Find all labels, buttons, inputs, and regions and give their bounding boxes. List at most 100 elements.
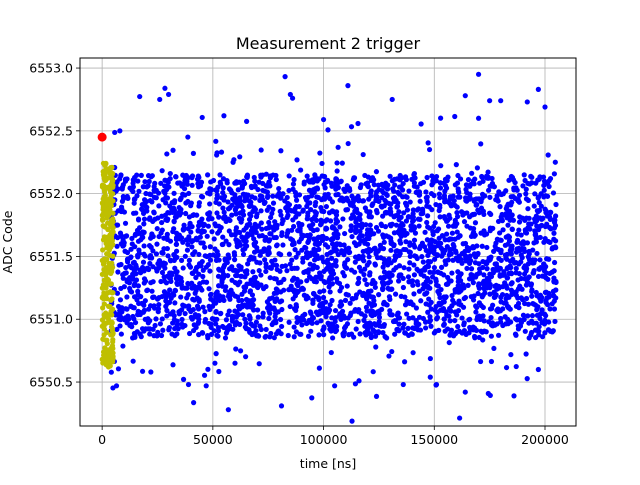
blue-data-point	[344, 321, 351, 327]
blue-data-point	[531, 203, 537, 209]
blue-data-point	[455, 172, 461, 179]
blue-data-point	[523, 268, 529, 274]
blue-data-point	[383, 209, 389, 215]
blue-data-point	[366, 211, 372, 217]
blue-data-point	[485, 283, 491, 289]
blue-data-point	[518, 319, 525, 326]
blue-data-point	[128, 246, 134, 252]
blue-data-point	[215, 325, 222, 331]
yellow-data-point	[100, 223, 107, 229]
blue-data-point	[437, 205, 443, 211]
blue-data-point	[535, 304, 541, 310]
blue-data-point	[461, 295, 467, 302]
blue-data-point	[379, 204, 385, 210]
blue-data-point	[428, 299, 434, 305]
blue-data-point	[471, 333, 478, 340]
blue-outlier-point	[389, 96, 395, 103]
blue-data-point	[188, 314, 194, 320]
blue-data-point	[190, 150, 197, 156]
blue-data-point	[263, 268, 269, 275]
blue-data-point	[453, 162, 459, 168]
blue-data-point	[452, 289, 458, 295]
blue-data-point	[260, 180, 266, 187]
blue-data-point	[418, 298, 424, 304]
blue-data-point	[310, 297, 316, 303]
blue-data-point	[533, 236, 539, 242]
blue-data-point	[252, 195, 258, 201]
blue-data-point	[178, 294, 184, 300]
blue-data-point	[216, 368, 222, 375]
blue-data-point	[437, 185, 444, 191]
blue-data-point	[179, 321, 185, 327]
blue-data-point	[284, 268, 290, 274]
blue-data-point	[503, 321, 509, 327]
blue-data-point	[487, 392, 493, 399]
blue-data-point	[350, 212, 356, 218]
blue-data-point	[321, 332, 327, 338]
blue-data-point	[407, 242, 413, 248]
blue-data-point	[286, 251, 292, 257]
blue-data-point	[396, 315, 403, 321]
blue-data-point	[311, 291, 317, 297]
blue-data-point	[193, 235, 199, 241]
blue-data-point	[426, 204, 432, 210]
blue-data-point	[150, 233, 156, 240]
blue-data-point	[220, 234, 226, 240]
blue-data-point	[173, 275, 180, 282]
yellow-data-point	[110, 177, 116, 183]
blue-data-point	[325, 177, 331, 184]
blue-data-point	[141, 216, 148, 222]
yellow-data-point	[100, 196, 106, 202]
blue-data-point	[378, 255, 384, 261]
blue-data-point	[165, 179, 171, 185]
blue-data-point	[352, 259, 358, 265]
blue-data-point	[468, 233, 475, 240]
blue-data-point	[532, 228, 538, 234]
blue-data-point	[255, 186, 261, 193]
blue-data-point	[424, 237, 430, 243]
blue-data-point	[550, 190, 557, 196]
blue-data-point	[497, 265, 503, 271]
blue-data-point	[279, 323, 285, 330]
blue-data-point	[140, 309, 147, 315]
blue-data-point	[133, 277, 140, 283]
blue-data-point	[312, 249, 318, 255]
blue-data-point	[468, 266, 475, 272]
blue-data-point	[388, 286, 394, 292]
blue-data-point	[488, 358, 495, 365]
blue-data-point	[341, 325, 348, 331]
blue-data-point	[408, 227, 414, 233]
blue-data-point	[161, 235, 167, 241]
blue-data-point	[319, 160, 325, 167]
blue-data-point	[541, 182, 547, 189]
blue-data-point	[244, 222, 250, 228]
blue-data-point	[314, 185, 320, 191]
blue-data-point	[209, 229, 215, 235]
blue-data-point	[240, 178, 247, 184]
blue-data-point	[226, 186, 233, 192]
blue-data-point	[450, 193, 456, 199]
blue-data-point	[373, 169, 380, 175]
blue-data-point	[227, 325, 233, 331]
blue-data-point	[183, 210, 189, 217]
blue-data-point	[521, 172, 527, 178]
plot-frame	[79, 57, 577, 427]
blue-data-point	[312, 214, 318, 220]
blue-data-point	[517, 283, 523, 289]
blue-data-point	[263, 171, 269, 177]
blue-data-point	[207, 191, 213, 197]
blue-data-point	[450, 246, 457, 252]
blue-data-point	[287, 207, 293, 213]
blue-data-point	[185, 226, 191, 232]
blue-data-point	[529, 293, 535, 299]
blue-data-point	[205, 366, 211, 372]
blue-data-point	[452, 317, 458, 324]
blue-data-point	[259, 226, 265, 232]
blue-data-point	[381, 260, 387, 266]
blue-data-point	[396, 184, 403, 190]
yellow-data-point	[99, 212, 105, 218]
blue-data-point	[537, 315, 543, 322]
blue-data-point	[388, 223, 394, 229]
blue-data-point	[216, 228, 223, 234]
blue-data-point	[416, 189, 423, 195]
